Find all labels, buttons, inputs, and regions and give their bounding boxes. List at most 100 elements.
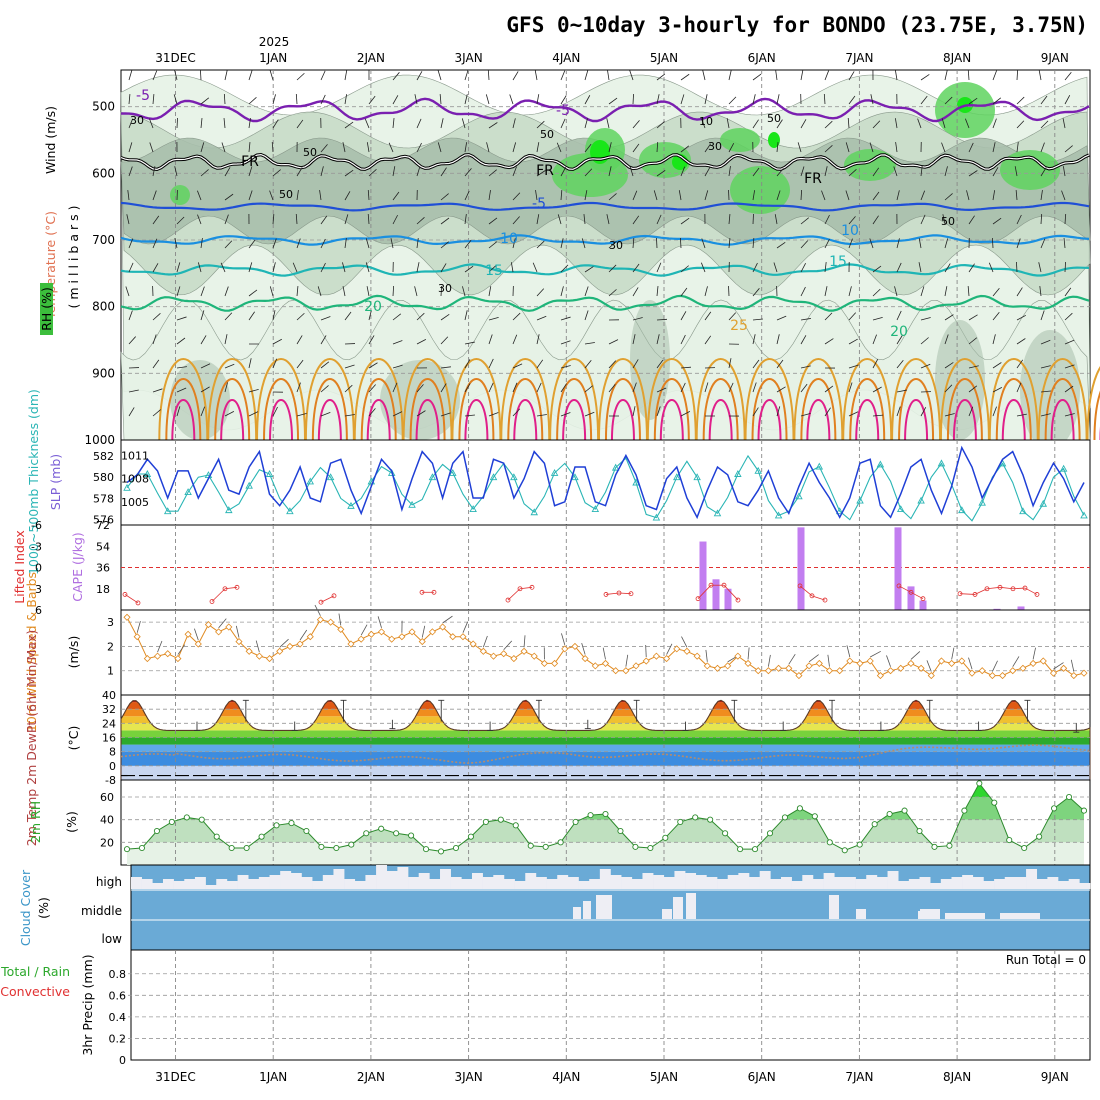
wind-barb	[512, 408, 521, 417]
diurnal-contour	[806, 399, 831, 441]
wind-barb	[848, 382, 853, 393]
wind-barb	[128, 70, 133, 81]
cloud-high-bar	[780, 877, 792, 889]
rh2m-point	[931, 843, 938, 850]
wind-barb	[174, 70, 178, 81]
rh2m-point	[557, 839, 564, 846]
wind-barb	[920, 337, 929, 345]
wind-barb	[200, 310, 205, 321]
wind-barb	[248, 142, 251, 153]
wind10-point	[337, 625, 345, 633]
rh2m-ylabel-unit: (%)	[64, 811, 79, 833]
wind-barb	[536, 414, 547, 417]
diurnal-contour	[500, 358, 551, 441]
cloud-high-bar	[471, 873, 483, 889]
cloud-high-bar	[823, 873, 835, 889]
wind-barb	[368, 408, 376, 417]
rh2m-point	[841, 847, 848, 854]
wind10-barb	[602, 647, 606, 660]
wind-barb	[992, 190, 996, 201]
diurnal-contour	[604, 378, 641, 441]
wind-barb	[776, 168, 784, 177]
wind-barb	[440, 366, 451, 369]
wind-barb	[536, 334, 540, 345]
cloud-ylabel: Cloud Cover	[18, 869, 33, 946]
cloud-high-bar	[770, 879, 782, 889]
wind-barb	[1016, 359, 1024, 369]
thickness-point	[408, 500, 416, 508]
cloud-level-middle: middle	[81, 904, 122, 918]
bottom-date-31DEC: 31DEC	[155, 1070, 195, 1084]
wind10-barb	[992, 660, 998, 672]
li-point	[122, 592, 128, 597]
cloud-high-bar	[908, 879, 920, 889]
wind-barb	[176, 117, 178, 129]
thickness-line	[126, 454, 1085, 522]
upper-ylabel-mb: (millibars)	[66, 201, 81, 308]
wind-barb	[560, 166, 567, 177]
wind-barb	[200, 69, 202, 81]
wind-barb	[1016, 120, 1025, 129]
wind-barb	[152, 215, 160, 225]
wind-barb	[536, 170, 546, 177]
wind-barb	[680, 334, 686, 345]
wind-barb	[149, 118, 154, 129]
wind-barb	[152, 238, 158, 249]
wind-barb	[320, 316, 331, 321]
wind-barb	[560, 190, 563, 201]
cloud-middle-bar	[596, 895, 612, 919]
wind-barb	[390, 238, 394, 249]
wind-barb	[344, 414, 355, 417]
wind-barb	[775, 70, 778, 81]
wind-barb	[512, 192, 521, 201]
diurnal-contour	[158, 358, 209, 441]
wind-barb	[128, 166, 133, 177]
wind10-barb	[666, 643, 673, 655]
thickness-point	[1039, 499, 1048, 507]
wind-barb	[272, 94, 276, 105]
li-segment	[723, 584, 739, 601]
thickness-point	[286, 507, 294, 515]
cloud-high-bar	[386, 871, 398, 889]
slp-ylabel-slp: SLP (mb)	[48, 454, 63, 510]
cloud-high-bar	[450, 877, 462, 889]
wind-barb	[296, 412, 307, 417]
wind10-point	[978, 667, 986, 675]
wind-barb	[776, 142, 779, 153]
wind10-barb	[968, 657, 973, 670]
rh2m-point	[303, 827, 310, 835]
wind-barb	[1064, 213, 1067, 225]
wind10-barb	[870, 650, 881, 658]
wind10-barb	[645, 644, 647, 658]
wind-barb	[388, 142, 394, 153]
wind10-point	[255, 652, 263, 660]
cloud-high-bar	[738, 873, 750, 889]
thickness-point	[469, 505, 477, 513]
rh-legend-swatch	[40, 283, 53, 335]
temp2m-ylabel: 2m Temp 2m DewPt (6hr Min/Max)	[24, 630, 39, 846]
thickness-point	[143, 470, 152, 477]
thickness-point	[347, 501, 355, 509]
diurnal-contour	[360, 378, 397, 441]
wind-barb	[797, 142, 802, 153]
rh2m-point	[423, 846, 430, 853]
chart-title: GFS 0~10day 3-hourly for BONDO (23.75E, …	[506, 13, 1088, 37]
wind-barb	[872, 414, 883, 417]
wind-barb	[272, 119, 279, 129]
bottom-date-5JAN: 5JAN	[650, 1070, 678, 1084]
wind10-point	[1049, 669, 1058, 677]
wind10-tick-3: 3	[107, 616, 114, 629]
bottom-date-9JAN: 9JAN	[1041, 1070, 1069, 1084]
diurnal-contour	[171, 399, 196, 441]
wind-barb	[632, 93, 634, 105]
wind10-point	[815, 659, 823, 667]
wind-barb	[752, 288, 760, 297]
rh2m-point	[243, 844, 250, 852]
wind-barb	[1040, 190, 1043, 201]
contour-label-4: FR	[804, 171, 822, 187]
slp-tick-1008: 1008	[121, 473, 149, 486]
cloud-high-bar	[1015, 877, 1027, 889]
rh2m-point	[273, 822, 280, 829]
li-point	[822, 597, 828, 603]
wind-barb	[920, 363, 931, 369]
